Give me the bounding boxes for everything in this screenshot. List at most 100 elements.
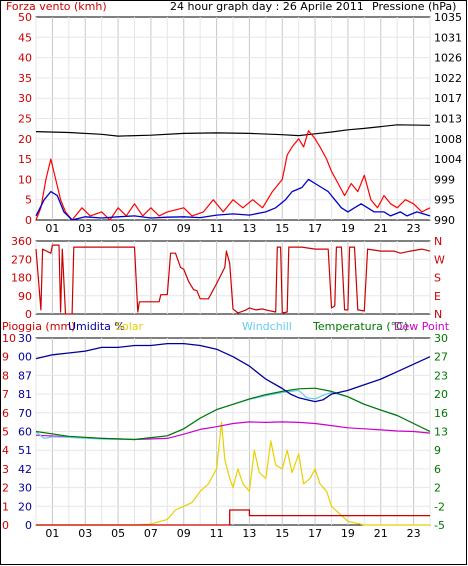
direction-degree-tick: 0 [25, 308, 32, 321]
wind-speed-tick: 35 [18, 72, 32, 85]
direction-compass-tick: N [434, 308, 442, 321]
pressure-ticks: 1035 1031 1026 1022 1017 1013 1008 1004 999 995 99… [434, 11, 462, 227]
hour-label: 15 [275, 527, 289, 540]
rain-tick: 10 [2, 332, 16, 345]
rain-tick: 0 [2, 519, 9, 532]
direction-degree-tick: 90 [18, 290, 32, 303]
direction-degree-ticks: 360 270 180 90 0 [11, 235, 32, 321]
pressure-tick: 1026 [434, 52, 462, 65]
legend-item: Umidita % [68, 320, 125, 333]
graph-title: 24 hour graph day : 26 Aprile 2011 [170, 0, 364, 13]
direction-compass-tick: N [434, 235, 442, 248]
dewpoint-line [35, 421, 431, 441]
direction-compass-tick: W [434, 253, 445, 266]
direction-compass-tick: E [434, 290, 441, 303]
rain-tick: 2 [2, 482, 9, 495]
hour-label: 05 [111, 222, 125, 235]
wind-speed-tick: 20 [18, 133, 32, 146]
hour-label: 03 [78, 527, 92, 540]
wind-speed-tick: 0 [25, 214, 32, 227]
rain-tick: 4 [2, 444, 9, 457]
solar-line [36, 421, 430, 526]
wind-speed-tick: 45 [18, 31, 32, 44]
legend-item: Temperatura (°C) [312, 320, 408, 333]
pressure-tick: 1022 [434, 72, 462, 85]
legend-item: Solar [115, 320, 144, 333]
pressure-tick: 1035 [434, 11, 462, 24]
hour-label: 07 [144, 527, 158, 540]
hour-label: 07 [144, 222, 158, 235]
direction-compass-tick: S [434, 272, 441, 285]
pressure-tick: 990 [434, 214, 455, 227]
rain-tick: 6 [2, 407, 9, 420]
temperature-tick: 27 [434, 351, 448, 364]
pressure-tick: 999 [434, 173, 455, 186]
humidity-tick: 81 [18, 388, 32, 401]
hour-label: 19 [341, 222, 355, 235]
wind-speed-tick: 15 [18, 153, 32, 166]
legend-item: Dew Point [394, 320, 450, 333]
humidity-tick: 51 [18, 444, 32, 457]
legend-item: Pioggia (mm) [2, 320, 75, 333]
temperature-tick: 30 [434, 332, 448, 345]
humidity-tick: 87 [18, 369, 32, 382]
pressure-line [35, 124, 431, 137]
hour-label: 11 [210, 222, 224, 235]
temperature-tick: 23 [434, 369, 448, 382]
rain-line [36, 509, 430, 526]
panel3-hour-labels: 01 03 05 07 09 11 13 15 17 19 21 23 [45, 527, 420, 540]
pressure-tick: 1031 [434, 31, 462, 44]
wind-speed-tick: 10 [18, 173, 32, 186]
pressure-tick: 1017 [434, 92, 462, 105]
humidity-tick: 20 [18, 500, 32, 513]
hour-label: 13 [242, 527, 256, 540]
rain-tick: 7 [2, 388, 9, 401]
temperature-tick: 2 [434, 482, 441, 495]
panel2-series [35, 244, 431, 315]
legend-item: Windchill [242, 320, 292, 333]
hour-label: 13 [242, 222, 256, 235]
panel1-hour-labels: 01 03 05 07 09 11 13 15 17 19 21 23 [45, 222, 420, 235]
hour-label: 05 [111, 527, 125, 540]
hour-label: 17 [308, 527, 322, 540]
humidity-tick: 70 [18, 407, 32, 420]
hour-label: 03 [78, 222, 92, 235]
wind-direction-line [35, 244, 431, 315]
wind-speed-tick: 25 [18, 113, 32, 126]
panel3-series [35, 342, 431, 526]
humidity-tick: 30 [18, 332, 32, 345]
pressure-tick: 995 [434, 194, 455, 207]
hour-label: 09 [177, 527, 191, 540]
temperature-tick: -2 [434, 500, 445, 513]
direction-degree-tick: 180 [11, 272, 32, 285]
temperature-tick: 9 [434, 444, 441, 457]
temperature-ticks: 30 27 23 20 16 13 9 6 2 -2 -5 [434, 332, 448, 532]
panel1-series [35, 124, 431, 221]
temperature-tick: 16 [434, 407, 448, 420]
temperature-tick: 13 [434, 426, 448, 439]
pressure-axis-title: Pressione (hPa) [372, 0, 456, 13]
rain-tick: 3 [2, 463, 9, 476]
hour-label: 15 [275, 222, 289, 235]
hour-label: 21 [374, 527, 388, 540]
humidity-tick: 0 [25, 519, 32, 532]
hour-label: 23 [407, 527, 421, 540]
panel1-grid [35, 17, 431, 220]
humidity-tick: 60 [18, 426, 32, 439]
hour-label: 21 [374, 222, 388, 235]
humidity-tick: 00 [18, 351, 32, 364]
hour-label: 19 [341, 527, 355, 540]
wind-speed-tick: 30 [18, 92, 32, 105]
wind-gust-line [35, 130, 431, 221]
hour-label: 01 [45, 222, 59, 235]
wind-average-line [35, 178, 431, 221]
hour-label: 11 [210, 527, 224, 540]
rain-tick: 5 [2, 426, 9, 439]
pressure-tick: 1008 [434, 133, 462, 146]
pressure-tick: 1013 [434, 113, 462, 126]
temperature-tick: -5 [434, 519, 445, 532]
hour-label: 09 [177, 222, 191, 235]
